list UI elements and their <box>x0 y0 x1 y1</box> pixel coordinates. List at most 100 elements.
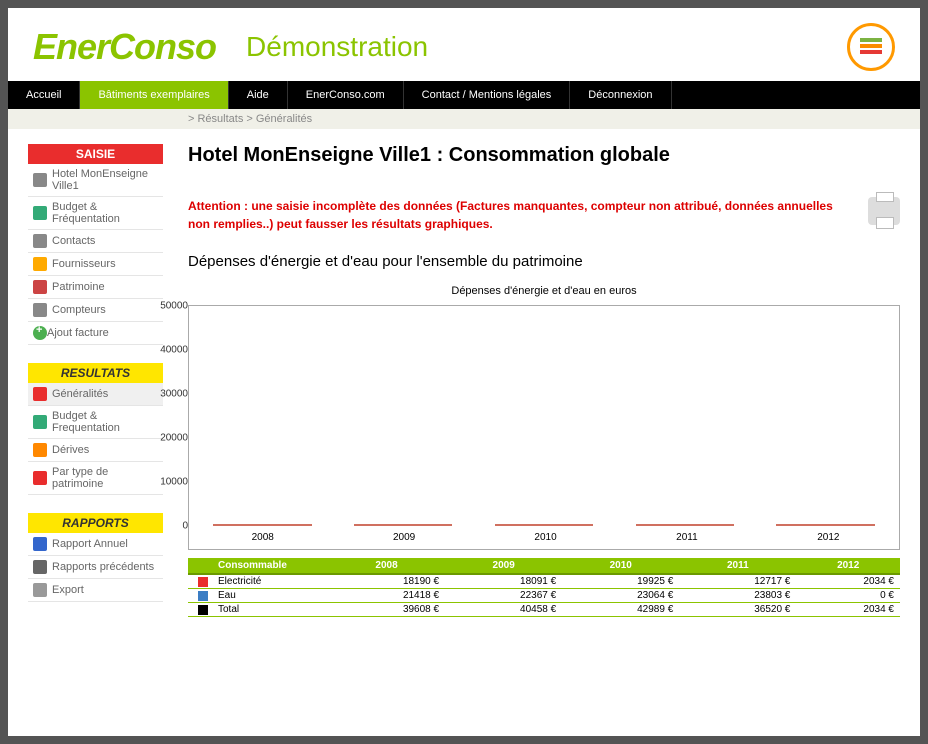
table-cell-label: Eau <box>188 589 328 603</box>
sidebar-item-label: Hotel MonEnseigne Ville1 <box>52 168 158 192</box>
y-axis-label: 40000 <box>160 345 192 356</box>
table-cell: 21418 € <box>328 589 445 603</box>
sidebar-item[interactable]: Budget & Fréquentation <box>28 197 163 230</box>
table-row: Eau21418 €22367 €23064 €23803 €0 € <box>188 589 900 603</box>
sidebar-icon <box>33 415 47 429</box>
sidebar-icon <box>33 257 47 271</box>
sidebar-item-label: Patrimoine <box>52 281 105 293</box>
logo: EnerConso <box>33 26 216 68</box>
sidebar-icon <box>33 583 47 597</box>
sidebar-icon <box>33 387 47 401</box>
bar-chart: 01000020000300004000050000 2008200920102… <box>188 305 900 550</box>
table-header: 2011 <box>679 558 796 574</box>
bar-elec <box>776 524 875 526</box>
x-axis-label: 2010 <box>475 526 616 549</box>
sidebar-item[interactable]: Export <box>28 579 163 602</box>
table-cell: 39608 € <box>328 603 445 617</box>
table-cell: 19925 € <box>562 574 679 589</box>
table-cell: 23803 € <box>679 589 796 603</box>
sidebar-icon <box>33 560 47 574</box>
breadcrumb: > Résultats > Généralités <box>8 109 920 129</box>
sidebar-header-rapports: RAPPORTS <box>28 513 163 533</box>
bar-elec <box>636 524 735 526</box>
sidebar-item[interactable]: Compteurs <box>28 299 163 322</box>
sidebar-item-label: Contacts <box>52 235 95 247</box>
sidebar-icon <box>33 326 47 340</box>
table-header: 2009 <box>445 558 562 574</box>
color-swatch <box>198 605 208 615</box>
bar-elec <box>354 524 453 526</box>
sidebar-item[interactable]: Ajout facture <box>28 322 163 345</box>
table-cell: 40458 € <box>445 603 562 617</box>
sidebar-item[interactable]: Généralités <box>28 383 163 406</box>
x-axis-label: 2008 <box>192 526 333 549</box>
table-cell: 42989 € <box>562 603 679 617</box>
table-header: 2010 <box>562 558 679 574</box>
sidebar-item[interactable]: Fournisseurs <box>28 253 163 276</box>
x-axis-label: 2012 <box>758 526 899 549</box>
sidebar-item-label: Budget & Fréquentation <box>52 201 158 225</box>
sidebar-item[interactable]: Contacts <box>28 230 163 253</box>
table-cell: 18190 € <box>328 574 445 589</box>
table-header: 2008 <box>328 558 445 574</box>
sidebar-item[interactable]: Budget & Frequentation <box>28 406 163 439</box>
nav-item[interactable]: Déconnexion <box>570 81 671 109</box>
y-axis-label: 0 <box>182 521 192 532</box>
table-row: Total39608 €40458 €42989 €36520 €2034 € <box>188 603 900 617</box>
print-icon[interactable] <box>868 197 900 225</box>
sidebar-item[interactable]: Par type de patrimoine <box>28 462 163 495</box>
color-swatch <box>198 577 208 587</box>
color-swatch <box>198 591 208 601</box>
nav-item[interactable]: EnerConso.com <box>288 81 404 109</box>
sidebar-icon <box>33 234 47 248</box>
sidebar-icon <box>33 303 47 317</box>
table-cell: 23064 € <box>562 589 679 603</box>
table-row: Electricité18190 €18091 €19925 €12717 €2… <box>188 574 900 589</box>
nav-item[interactable]: Aide <box>229 81 288 109</box>
sidebar-icon <box>33 173 47 187</box>
sidebar-icon <box>33 443 47 457</box>
sidebar-item[interactable]: Rapport Annuel <box>28 533 163 556</box>
sidebar-icon <box>33 537 47 551</box>
sidebar: SAISIE Hotel MonEnseigne Ville1 Budget & … <box>28 144 163 620</box>
table-cell: 2034 € <box>796 574 900 589</box>
sidebar-item-label: Rapports précédents <box>52 561 154 573</box>
x-axis-label: 2011 <box>616 526 757 549</box>
nav-item[interactable]: Contact / Mentions légales <box>404 81 571 109</box>
bar-elec <box>213 524 312 526</box>
sidebar-item-label: Fournisseurs <box>52 258 116 270</box>
table-cell: 36520 € <box>679 603 796 617</box>
sidebar-item[interactable]: Patrimoine <box>28 276 163 299</box>
table-cell: 2034 € <box>796 603 900 617</box>
table-cell: 12717 € <box>679 574 796 589</box>
sidebar-item-label: Généralités <box>52 388 108 400</box>
nav-item[interactable]: Accueil <box>8 81 80 109</box>
sidebar-item[interactable]: Hotel MonEnseigne Ville1 <box>28 164 163 197</box>
logo-subtitle: Démonstration <box>246 31 428 63</box>
y-axis-label: 20000 <box>160 433 192 444</box>
chart-title: Dépenses d'énergie et d'eau en euros <box>188 285 900 297</box>
page-title: Hotel MonEnseigne Ville1 : Consommation … <box>188 144 900 167</box>
sidebar-icon <box>33 471 47 485</box>
sidebar-header-saisie: SAISIE <box>28 144 163 164</box>
sidebar-icon <box>33 206 47 220</box>
table-cell: 22367 € <box>445 589 562 603</box>
y-axis-label: 50000 <box>160 301 192 312</box>
sidebar-item[interactable]: Dérives <box>28 439 163 462</box>
badge-icon <box>847 23 895 71</box>
sidebar-item[interactable]: Rapports précédents <box>28 556 163 579</box>
x-axis-label: 2009 <box>333 526 474 549</box>
sidebar-item-label: Compteurs <box>52 304 106 316</box>
y-axis-label: 30000 <box>160 389 192 400</box>
data-table: Consommable20082009201020112012 Electric… <box>188 558 900 617</box>
table-cell-label: Total <box>188 603 328 617</box>
nav-item[interactable]: Bâtiments exemplaires <box>80 81 228 109</box>
sidebar-item-label: Par type de patrimoine <box>52 466 158 490</box>
sidebar-icon <box>33 280 47 294</box>
sidebar-header-resultats: RESULTATS <box>28 363 163 383</box>
sidebar-item-label: Dérives <box>52 444 89 456</box>
header: EnerConso Démonstration <box>8 8 920 81</box>
sidebar-item-label: Ajout facture <box>47 327 109 339</box>
table-header: Consommable <box>188 558 328 574</box>
main-nav: AccueilBâtiments exemplairesAideEnerCons… <box>8 81 920 109</box>
